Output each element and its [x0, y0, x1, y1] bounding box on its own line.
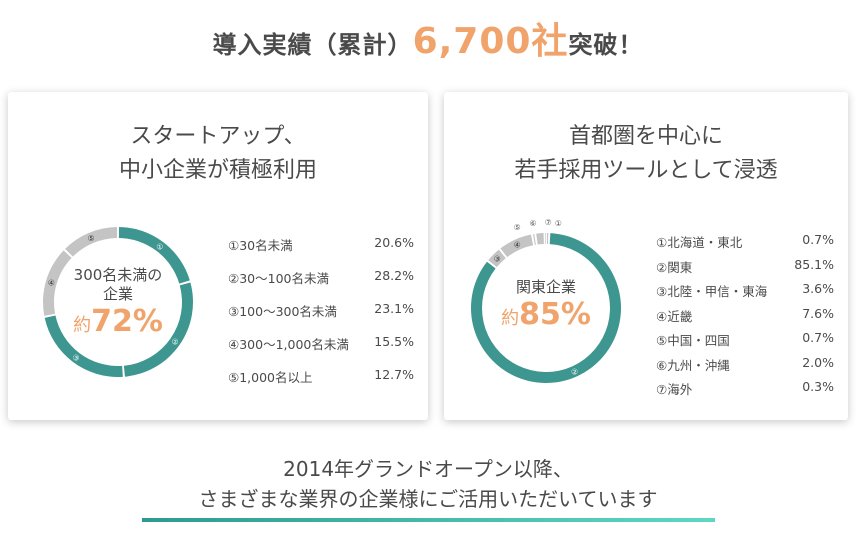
card-company-size: スタートアップ、 中小企業が積極利用 ① ② ③ ④ ⑤ 300名未満の 企業 約72%… — [8, 92, 428, 420]
company-size-donut-chart: ① ② ③ ④ ⑤ — [42, 227, 193, 377]
headline-count: 6,700社 — [412, 21, 569, 62]
donut-slice — [123, 282, 193, 377]
legend-row: ⑤1,000名以上 12.7% — [228, 367, 414, 400]
donut-slice — [65, 227, 118, 257]
region-donut-chart: ① ② ③ ④ ⑤ ⑥ ⑦ — [471, 218, 621, 383]
donut-slice — [488, 249, 506, 268]
center-percentage: 約72% — [38, 304, 198, 344]
footer-message: 2014年グランドオープン以降、 さまざまな業界の企業様にご活用いただいています — [0, 454, 856, 514]
card-title-line2: 若手採用ツールとして浸透 — [514, 158, 778, 183]
region-legend: ①北海道・東北 0.7% ②関東 85.1% ③北陸・甲信・東海 3.6% ④近畿 7.6% ⑤… — [656, 232, 834, 404]
legend-label: ①北海道・東北 — [656, 235, 743, 250]
headline-suffix: 突破！ — [568, 31, 644, 59]
legend-label: ③北陸・甲信・東海 — [656, 284, 768, 299]
legend-row: ①北海道・東北 0.7% — [656, 232, 834, 257]
card-title: スタートアップ、 中小企業が積極利用 — [8, 120, 428, 188]
legend-label: ③100～300名未満 — [228, 304, 337, 319]
legend-value: 20.6% — [374, 235, 414, 250]
legend-value: 23.1% — [374, 301, 414, 316]
legend-row: ②関東 85.1% — [656, 257, 834, 282]
donut-slice — [118, 227, 190, 284]
card-title-line1: 首都圏を中心に — [568, 124, 723, 149]
card-title-line2: 中小企業が積極利用 — [118, 158, 317, 183]
slice-marker: ② — [571, 367, 578, 376]
donut-slice — [544, 233, 546, 245]
center-line1: 関東企業 — [515, 278, 576, 296]
legend-label: ①30名未満 — [228, 238, 293, 253]
legend-value: 0.7% — [802, 232, 834, 247]
legend-value: 12.7% — [374, 367, 414, 382]
slice-marker: ① — [156, 243, 163, 252]
donut-slice — [532, 233, 536, 245]
donut-center-text: 300名未満の 企業 約72% — [38, 266, 198, 344]
legend-value: 0.7% — [802, 330, 834, 345]
slice-marker: ④ — [48, 278, 55, 287]
center-line2: 企業 — [102, 285, 133, 303]
legend-row: ④300～1,000名未満 15.5% — [228, 334, 414, 367]
footer-underline — [142, 518, 715, 522]
legend-row: ⑦海外 0.3% — [656, 379, 834, 404]
legend-label: ⑥九州・沖縄 — [656, 357, 730, 373]
slice-marker: ② — [171, 338, 178, 347]
legend-value: 7.6% — [802, 305, 834, 321]
legend-value: 85.1% — [794, 256, 834, 272]
legend-row: ①30名未満 20.6% — [228, 235, 414, 268]
legend-value: 0.3% — [802, 379, 834, 394]
legend-row: ②30～100名未満 28.2% — [228, 268, 414, 301]
slice-marker: ④ — [514, 241, 521, 250]
legend-row: ③100～300名未満 23.1% — [228, 301, 414, 334]
headline: 導入実績（累計）6,700社突破！ — [0, 16, 856, 71]
legend-row: ⑤中国・四国 0.7% — [656, 330, 834, 355]
slice-marker: ⑤ — [87, 234, 94, 243]
legend-label: ⑤1,000名以上 — [228, 370, 313, 385]
company-size-legend: ①30名未満 20.6% ②30～100名未満 28.2% ③100～300名未満 23.… — [228, 235, 414, 400]
slice-marker: ③ — [494, 255, 501, 264]
slice-marker: ⑥ — [529, 219, 536, 228]
legend-label: ④近畿 — [656, 308, 693, 324]
legend-value: 28.2% — [374, 268, 414, 283]
legend-label: ②関東 — [656, 259, 693, 275]
card-title: 首都圏を中心に 若手採用ツールとして浸透 — [444, 120, 848, 188]
center-percentage: 約85% — [466, 297, 626, 337]
legend-label: ⑤中国・四国 — [656, 333, 730, 348]
legend-row: ④近畿 7.6% — [656, 306, 834, 331]
slice-marker: ③ — [73, 353, 80, 362]
footer-line2: さまざまな業界の企業様にご活用いただいています — [198, 487, 658, 511]
headline-prefix: 導入実績（累計） — [212, 31, 413, 59]
center-prefix: 約 — [73, 315, 92, 336]
donut-slice — [44, 315, 123, 377]
donut-slice — [42, 250, 72, 316]
donut-slice — [536, 233, 544, 245]
slice-marker: ⑦ — [545, 218, 552, 227]
donut-slice — [546, 233, 549, 245]
center-line1: 300名未満の — [73, 266, 163, 284]
legend-label: ②30～100名未満 — [228, 271, 329, 286]
slice-marker: ① — [555, 219, 562, 228]
legend-row: ③北陸・甲信・東海 3.6% — [656, 281, 834, 306]
legend-label: ④300～1,000名未満 — [228, 337, 349, 352]
legend-value: 3.6% — [802, 281, 834, 296]
legend-value: 2.0% — [802, 354, 834, 370]
donut-center-text: 関東企業 約85% — [466, 278, 626, 337]
slice-marker: ⑤ — [514, 223, 521, 232]
legend-row: ⑥九州・沖縄 2.0% — [656, 355, 834, 380]
legend-value: 15.5% — [374, 334, 414, 349]
center-value: 72% — [91, 304, 163, 339]
footer-line1: 2014年グランドオープン以降、 — [283, 457, 573, 481]
center-value: 85% — [519, 297, 591, 332]
center-prefix: 約 — [501, 308, 520, 329]
legend-label: ⑦海外 — [656, 382, 693, 397]
card-title-line1: スタートアップ、 — [130, 124, 306, 149]
donut-slice — [500, 234, 534, 258]
